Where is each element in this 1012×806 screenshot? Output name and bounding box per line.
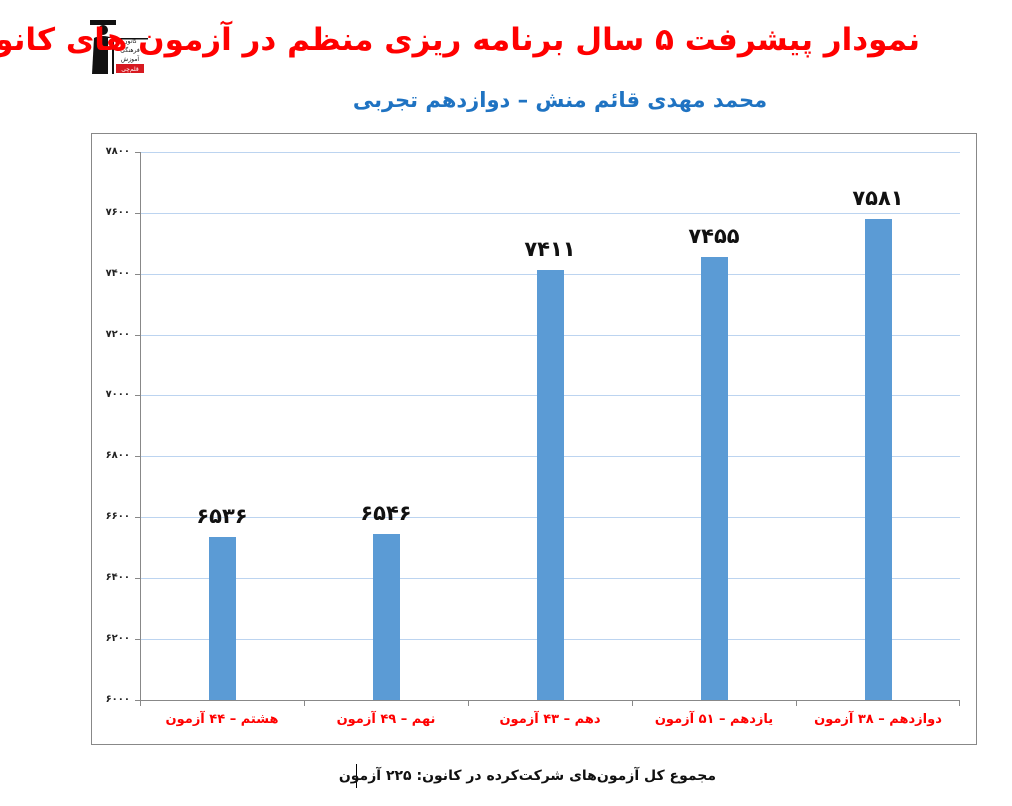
bar-value-label: ۷۴۱۱ [524,237,576,261]
category-label-grade-8: هشتم – ۴۴ آزمون [165,712,279,727]
category-label-grade-10: دهم – ۴۳ آزمون [499,712,601,727]
bar-grade-8[interactable] [209,537,236,700]
ytick-label-6800: ۶۸۰۰ [105,450,130,461]
text-cursor [356,764,357,788]
ytick-mark [135,152,141,153]
svg-text:قلم‌چی: قلم‌چی [121,66,139,73]
ytick-mark [135,213,141,214]
gridline-7600 [140,213,960,214]
bar-value-label: ۷۵۸۱ [852,186,904,210]
ytick-label-6400: ۶۴۰۰ [105,572,130,583]
ytick-mark [135,700,141,701]
svg-text:فرهنگی: فرهنگی [120,46,140,54]
ytick-mark [135,274,141,275]
ytick-label-7000: ۷۰۰۰ [105,389,130,400]
svg-text:آموزش: آموزش [121,54,140,63]
bar-value-label: ۷۴۵۵ [688,224,740,248]
graduate-logo-icon: کانون فرهنگی آموزش قلم‌چی [90,20,148,74]
kanoon-logo: کانون فرهنگی آموزش قلم‌چی [86,16,150,76]
svg-text:کانون: کانون [123,38,137,45]
ytick-label-7400: ۷۴۰۰ [105,268,130,279]
xtick-mark [304,700,305,706]
bar-grade-12[interactable] [865,219,892,700]
ytick-label-6600: ۶۶۰۰ [105,511,130,522]
x-axis [140,700,960,701]
xtick-mark [468,700,469,706]
ytick-label-7200: ۷۲۰۰ [105,329,130,340]
xtick-mark [959,700,960,706]
bar-value-label: ۶۵۴۶ [360,501,412,525]
total-exams-note: مجموع کل آزمون‌های شرکت‌کرده در کانون: ۲… [338,768,716,784]
ytick-label-6000: ۶۰۰۰ [105,694,130,705]
chart-title: نمودار پیشرفت ۵ سال برنامه ریزی منظم در … [0,22,920,58]
bar-value-label: ۶۵۳۶ [196,504,248,528]
chart-area [91,133,977,745]
gridline-7800 [140,152,960,153]
bar-grade-9[interactable] [373,534,400,700]
y-axis [140,152,141,701]
category-label-grade-12: دوازدهم – ۳۸ آزمون [814,712,942,727]
ytick-label-6200: ۶۲۰۰ [105,633,130,644]
ytick-mark [135,639,141,640]
category-label-grade-9: نهم – ۴۹ آزمون [336,712,436,727]
bar-grade-10[interactable] [537,270,564,700]
ytick-label-7600: ۷۶۰۰ [105,207,130,218]
ytick-mark [135,395,141,396]
xtick-mark [140,700,141,706]
xtick-mark [796,700,797,706]
bar-grade-11[interactable] [701,257,728,700]
ytick-mark [135,456,141,457]
ytick-mark [135,335,141,336]
ytick-mark [135,517,141,518]
category-label-grade-11: یازدهم – ۵۱ آزمون [654,712,774,727]
ytick-label-7800: ۷۸۰۰ [105,146,130,157]
xtick-mark [632,700,633,706]
ytick-mark [135,578,141,579]
chart-subtitle: محمد مهدی قائم منش – دوازدهم تجربی [352,88,768,112]
